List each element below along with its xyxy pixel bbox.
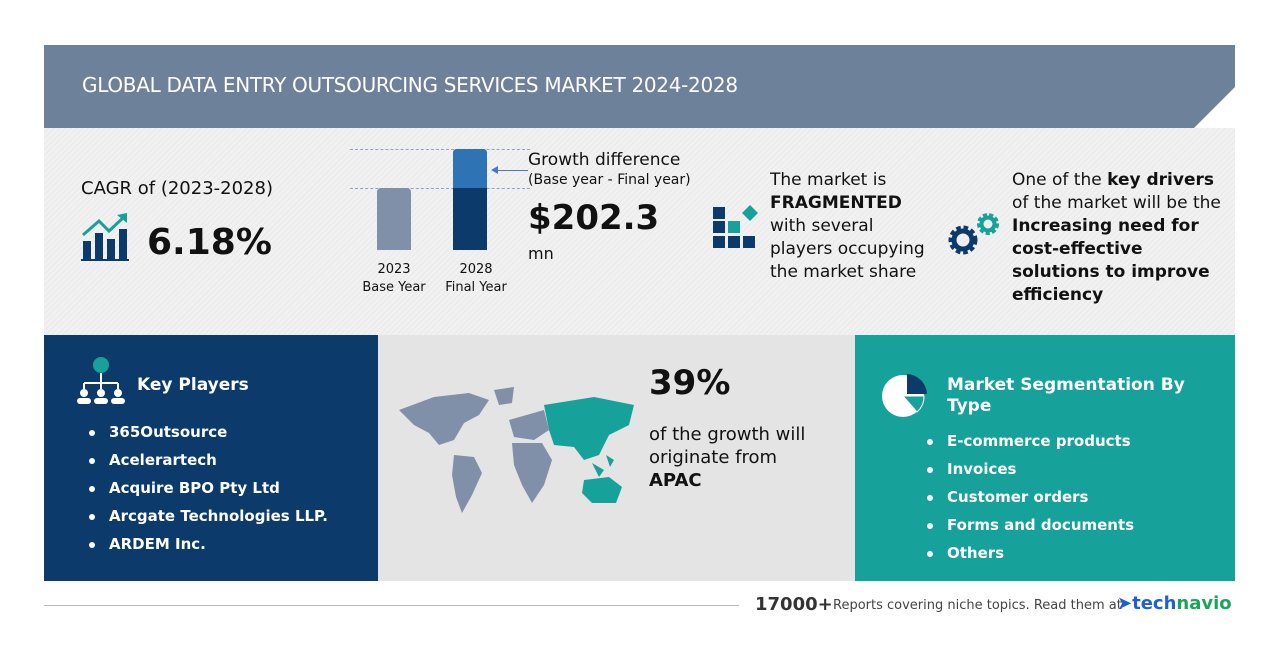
key-players-title: Key Players — [137, 375, 249, 395]
line: originate from — [649, 447, 778, 468]
base-year-label: 2023 Base Year — [360, 261, 428, 297]
list-item: ARDEM Inc. — [89, 535, 328, 563]
line: Market Segmentation By — [947, 375, 1185, 395]
list-item: Customer orders — [927, 488, 1134, 516]
line: cost-effective — [1012, 239, 1143, 259]
drivers-bold: key drivers — [1107, 170, 1214, 190]
line: players occupying — [770, 239, 925, 259]
list-item: 365Outsource — [89, 423, 328, 451]
technavio-logo[interactable]: ➤technavio — [1117, 593, 1232, 614]
line: of the growth will — [649, 424, 806, 445]
growth-chart-icon — [81, 213, 129, 261]
line: Increasing need for — [1012, 216, 1199, 236]
key-players-list: 365Outsource Acelerartech Acquire BPO Pt… — [89, 423, 328, 563]
line: Type — [947, 396, 992, 416]
year: 2028 — [459, 262, 493, 277]
growth-subtitle: (Base year - Final year) — [528, 172, 691, 188]
arrow-head — [491, 166, 498, 174]
label: Final Year — [445, 280, 507, 295]
pie-chart-icon — [882, 374, 927, 417]
key-players-panel: Key Players 365Outsource Acelerartech Ac… — [44, 335, 378, 581]
list-item: Arcgate Technologies LLP. — [89, 507, 328, 535]
segmentation-panel: Market Segmentation By Type E-commerce p… — [855, 335, 1235, 581]
fragmented-text: The market is FRAGMENTED with several pl… — [770, 169, 925, 284]
growth-unit: mn — [528, 244, 554, 263]
line: solutions to improve — [1012, 262, 1210, 282]
line: efficiency — [1012, 285, 1104, 305]
cagr-label: CAGR of (2023-2028) — [81, 178, 273, 199]
segmentation-list: E-commerce products Invoices Customer or… — [927, 432, 1134, 572]
guide-line — [350, 149, 530, 150]
fragmented-bold: FRAGMENTED — [770, 193, 902, 213]
region-percent: 39% — [649, 363, 731, 403]
year: 2023 — [377, 262, 411, 277]
brand-part: navio — [1176, 593, 1232, 614]
line: with several — [770, 216, 874, 236]
guide-line — [350, 188, 530, 189]
logo-arrow-icon: ➤ — [1117, 593, 1133, 614]
fragmented-blocks-icon — [713, 205, 758, 248]
growth-title: Growth difference — [528, 150, 681, 170]
cagr-value: 6.18% — [147, 222, 272, 263]
gears-icon — [948, 213, 999, 255]
region-panel: 39% of the growth will originate from AP… — [378, 335, 855, 581]
region-name: APAC — [649, 470, 702, 491]
list-item: E-commerce products — [927, 432, 1134, 460]
header-banner: GLOBAL DATA ENTRY OUTSOURCING SERVICES M… — [44, 45, 1235, 128]
people-network-icon — [77, 357, 125, 404]
arrow-icon — [493, 170, 528, 171]
list-item: Invoices — [927, 460, 1134, 488]
growth-value: $202.3 — [528, 198, 660, 238]
drivers-text: One of the key drivers of the market wil… — [1012, 169, 1221, 307]
list-item: Acelerartech — [89, 451, 328, 479]
brand-part: tech — [1132, 593, 1177, 614]
summary-section: CAGR of (2023-2028) 6.18% 2023 Base Year … — [44, 128, 1235, 335]
page-title: GLOBAL DATA ENTRY OUTSOURCING SERVICES M… — [82, 73, 738, 97]
footer-divider — [44, 605, 739, 606]
bar-2023 — [377, 188, 411, 250]
report-count: 17000+ — [755, 594, 833, 615]
bar-2028 — [453, 149, 487, 250]
final-year-label: 2028 Final Year — [436, 261, 516, 297]
list-item: Acquire BPO Pty Ltd — [89, 479, 328, 507]
bar-2028-increment — [453, 149, 487, 188]
line: The market is — [770, 170, 887, 190]
region-text: of the growth will originate from APAC — [649, 423, 805, 492]
list-item: Forms and documents — [927, 516, 1134, 544]
line: the market share — [770, 262, 917, 282]
list-item: Others — [927, 544, 1134, 572]
segmentation-title: Market Segmentation By Type — [947, 375, 1185, 417]
footer-text: Reports covering niche topics. Read them… — [833, 598, 1122, 613]
line: of the market will be the — [1012, 193, 1221, 213]
label: Base Year — [362, 280, 426, 295]
corner-cut — [1194, 87, 1235, 128]
line: One of the — [1012, 170, 1108, 190]
world-map-icon — [399, 387, 634, 513]
